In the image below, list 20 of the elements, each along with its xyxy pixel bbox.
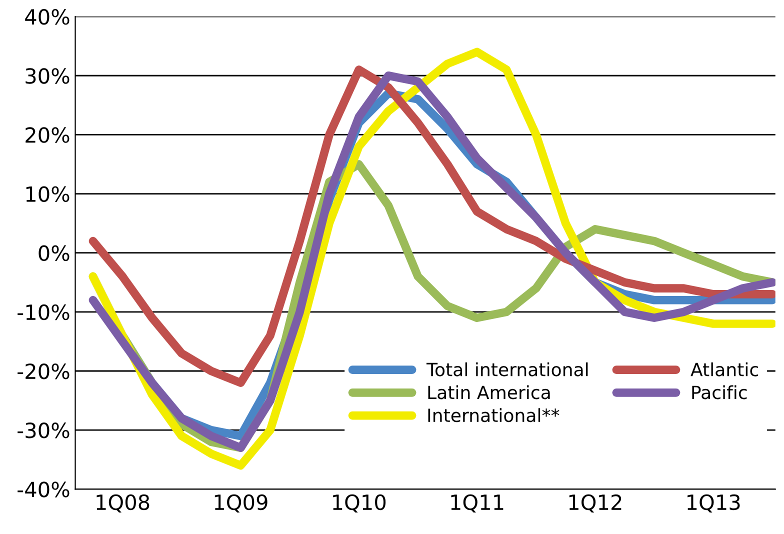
x-tick-label: 1Q10 [333, 494, 386, 513]
y-tick-label: 20% [26, 127, 70, 143]
y-tick-label: 40% [25, 9, 70, 25]
y-tick-label: -20% [18, 363, 70, 380]
legend-label: Latin America [428, 385, 550, 400]
y-tick-label: 10% [26, 186, 70, 202]
y-tick-label: -10% [18, 304, 70, 320]
legend-label: Total international [426, 362, 588, 376]
x-tick-label: 1Q13 [688, 494, 740, 513]
legend-label: Atlantic [690, 362, 758, 376]
y-tick-label: 0% [38, 245, 70, 262]
legend-label: Pacific [692, 385, 747, 400]
x-tick-label: 1Q09 [214, 494, 268, 513]
y-tick-label: 30% [26, 68, 70, 84]
legend-label: International** [428, 408, 560, 422]
x-tick-label: 1Q12 [569, 494, 622, 513]
y-tick-label: -40% [18, 482, 70, 498]
x-tick-label: 1Q08 [96, 494, 150, 513]
x-tick-label: 1Q11 [451, 494, 504, 513]
y-tick-label: -30% [18, 422, 70, 438]
